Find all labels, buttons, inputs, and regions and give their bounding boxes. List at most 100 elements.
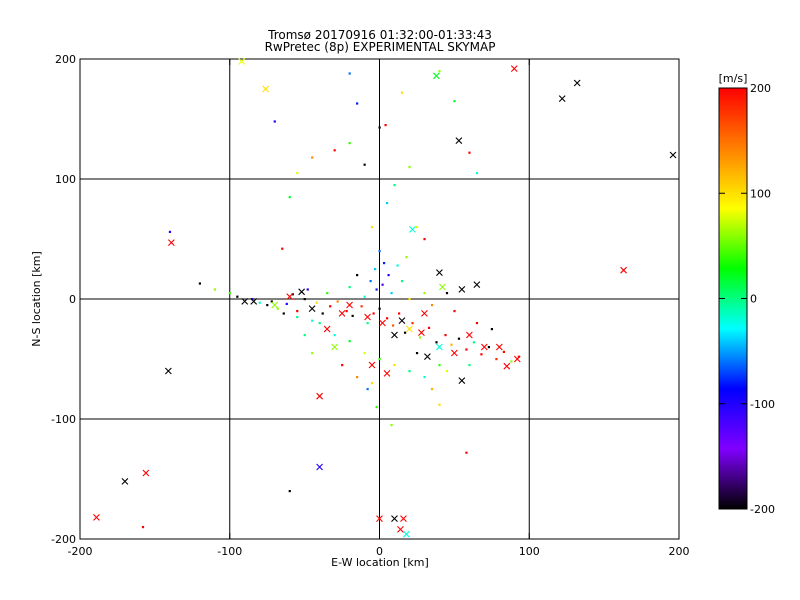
data-point-small (382, 262, 386, 265)
data-point-cross (323, 325, 331, 333)
data-point-cross (331, 343, 338, 351)
data-point-small (387, 274, 390, 277)
y-tick-label: 100 (55, 173, 76, 186)
data-point-small (306, 288, 309, 291)
data-point-small (430, 388, 434, 391)
data-point-small (311, 319, 314, 322)
data-point-small (465, 451, 468, 454)
x-tick-label: 0 (376, 545, 383, 558)
data-point-small (453, 100, 456, 103)
data-point-cross (286, 293, 294, 300)
data-point-cross (308, 305, 316, 312)
data-point-small (408, 298, 411, 301)
grid-lines (80, 59, 679, 539)
data-point-small (468, 364, 471, 367)
y-tick-label: -100 (51, 413, 76, 426)
x-tick-label: 100 (519, 545, 540, 558)
data-point-small (415, 352, 419, 355)
chart-subtitle: RwPretec (8p) EXPERIMENTAL SKYMAP (265, 40, 496, 54)
data-point-cross (573, 79, 581, 87)
data-point-cross (391, 331, 398, 339)
data-point-cross (503, 362, 511, 370)
data-point-small (311, 156, 314, 159)
data-point-small (397, 312, 401, 315)
data-point-cross (458, 377, 466, 384)
data-point-small (356, 274, 359, 277)
data-point-cross (379, 319, 386, 327)
data-point-small (408, 166, 411, 169)
data-point-cross (455, 137, 463, 144)
data-point-small (403, 331, 407, 334)
data-point-small (393, 364, 396, 367)
data-point-small (363, 295, 366, 298)
data-point-small (427, 326, 431, 329)
y-tick-label: 0 (69, 293, 76, 306)
data-point-cross (93, 514, 100, 521)
data-point-small (296, 316, 299, 319)
data-point-small (378, 358, 381, 361)
data-point-small (385, 317, 389, 320)
data-point-small (378, 126, 381, 129)
data-point-small (213, 288, 216, 291)
data-point-small (423, 238, 426, 241)
data-point-small (445, 370, 449, 373)
x-tick-label: 200 (669, 545, 690, 558)
data-point-small (341, 364, 344, 367)
data-point-small (348, 142, 351, 145)
data-point-cross (346, 301, 353, 309)
data-point-cross (436, 343, 443, 351)
data-point-cross (513, 355, 521, 363)
data-point-cross (436, 269, 443, 276)
data-point-small (444, 334, 447, 337)
data-point-cross (439, 283, 446, 291)
data-point-cross (368, 361, 376, 369)
data-point-small (453, 310, 456, 313)
colorbar-tick-label: 0 (750, 293, 757, 306)
data-point-small (393, 184, 396, 187)
data-point-small (391, 324, 395, 327)
data-point-cross (164, 367, 172, 375)
data-point-small (415, 226, 419, 229)
data-point-cross (298, 288, 306, 296)
data-point-small (198, 282, 201, 285)
data-point-small (375, 406, 378, 409)
data-point-small (435, 341, 438, 344)
colorbar: [m/s] 200 100 0 -100 -200 (718, 72, 775, 516)
x-axis-ticks: -200 -100 0 100 200 (68, 59, 690, 558)
data-point-small (296, 172, 299, 175)
y-tick-label: 200 (55, 53, 76, 66)
data-point-small (400, 91, 404, 94)
data-point-cross (465, 331, 473, 339)
data-point-small (366, 388, 369, 391)
data-point-small (281, 247, 284, 250)
data-point-small (405, 256, 408, 259)
data-point-small (356, 376, 359, 379)
data-point-small (468, 151, 471, 154)
data-point-small (228, 292, 231, 295)
data-point-small (381, 283, 384, 286)
data-point-cross (409, 226, 416, 233)
data-point-small (411, 322, 414, 325)
data-point-small (333, 149, 336, 152)
data-point-small (423, 292, 426, 295)
data-point-cross (473, 281, 481, 288)
data-point-small (480, 353, 483, 356)
data-point-cross (316, 392, 323, 400)
data-point-small (348, 72, 351, 75)
data-point-cross (480, 343, 488, 351)
data-point-small (495, 358, 498, 361)
data-point-small (266, 304, 269, 307)
y-tick-label: -200 (51, 533, 76, 546)
data-point-small (438, 364, 441, 367)
data-point-small (369, 280, 372, 283)
data-point-cross (400, 515, 407, 522)
data-point-small (510, 360, 513, 363)
data-point-cross (397, 526, 404, 533)
data-point-cross (403, 530, 410, 538)
data-point-small (345, 310, 348, 313)
data-point-small (336, 300, 339, 303)
data-point-small (396, 264, 399, 267)
data-point-cross (238, 58, 246, 65)
data-point-cross (376, 515, 383, 522)
data-point-cross (510, 65, 518, 72)
